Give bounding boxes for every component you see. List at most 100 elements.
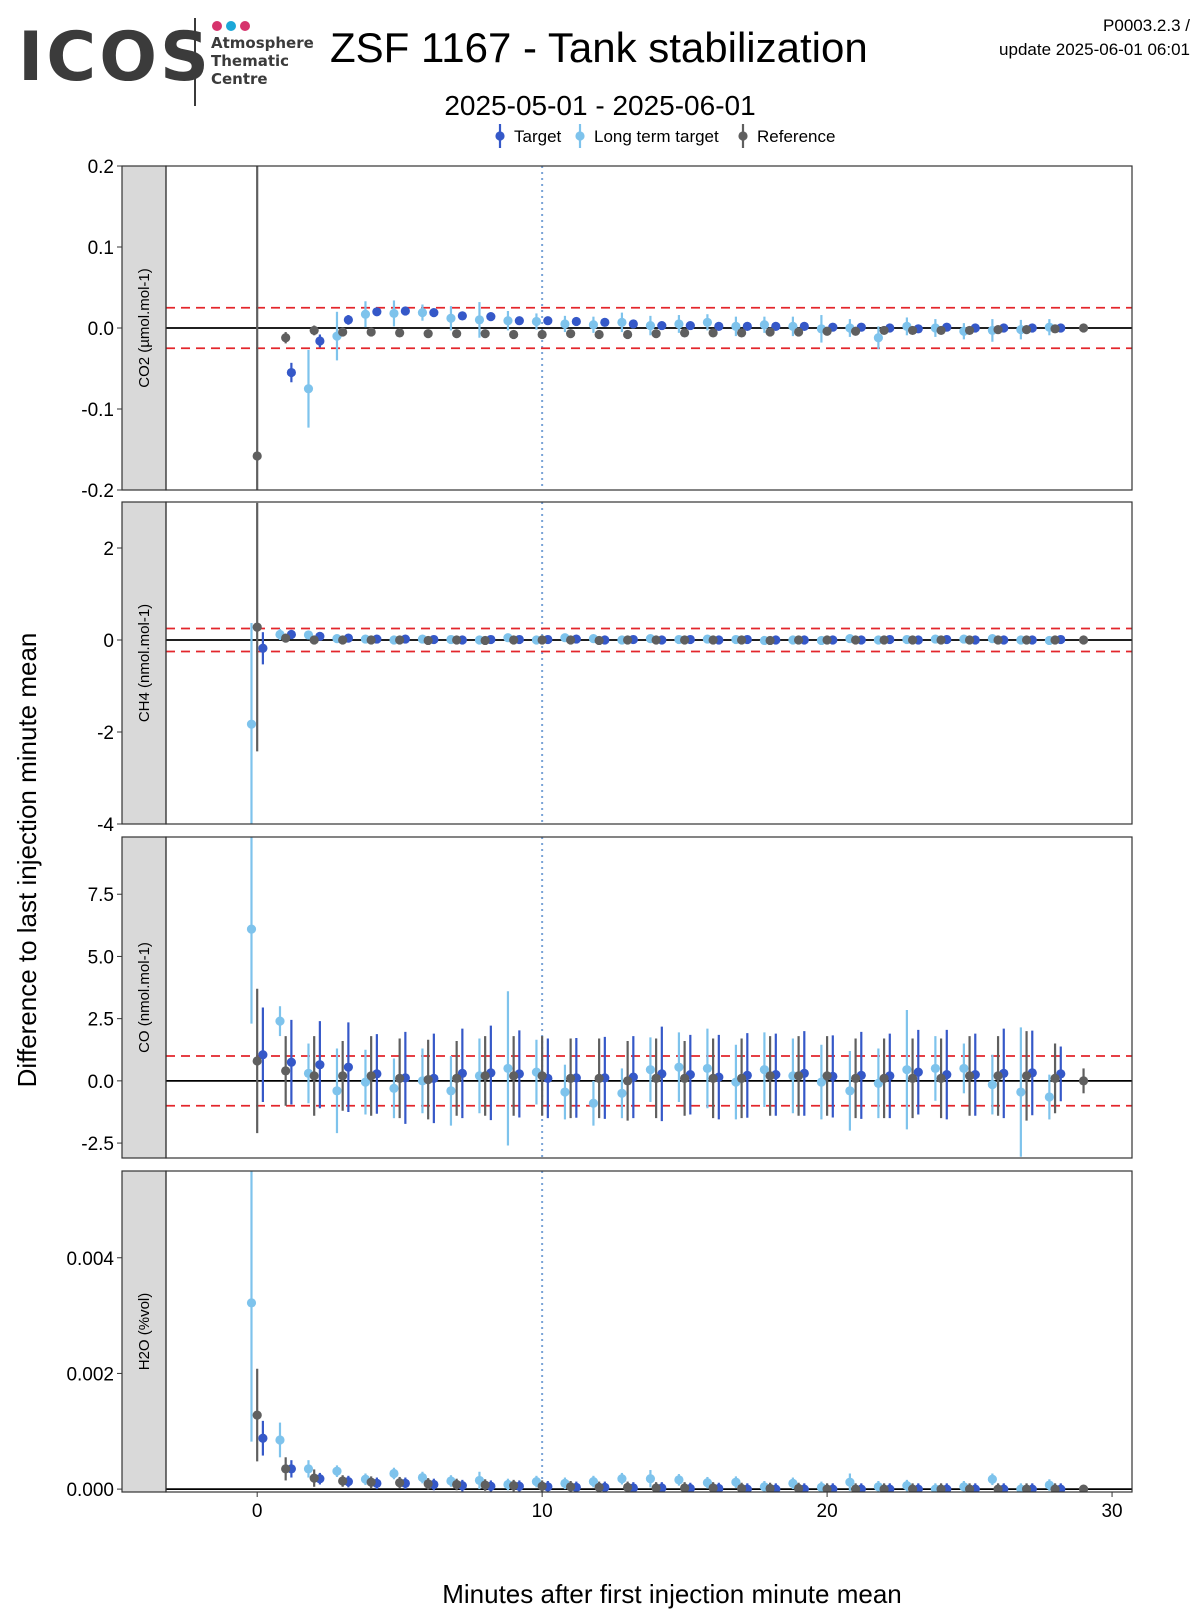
data-point (617, 317, 627, 327)
panel-strip-label: CO2 (µmol.mol-1) (136, 268, 153, 388)
data-point (623, 635, 633, 645)
data-point (714, 321, 724, 331)
data-point (993, 325, 1003, 335)
data-point (1078, 1484, 1089, 1492)
data-point (566, 329, 576, 339)
y-tick-label: -4 (97, 815, 114, 836)
update-label: update 2025-06-01 06:01 (999, 40, 1190, 59)
data-point (343, 315, 353, 325)
data-point (446, 1086, 456, 1096)
data-point (338, 1071, 348, 1081)
data-point (993, 635, 1003, 645)
data-point (645, 1065, 656, 1075)
data-point (452, 329, 462, 339)
data-point (246, 719, 257, 729)
data-point (680, 328, 690, 338)
data-point (332, 1466, 342, 1476)
data-point (281, 333, 291, 343)
data-point (850, 635, 861, 645)
data-point (543, 316, 553, 326)
data-point (281, 633, 291, 643)
data-point (452, 1073, 462, 1083)
data-point (964, 635, 975, 645)
y-tick-label: 0.2 (88, 157, 114, 178)
panel-1: CO2 (µmol.mol-1) -0.2 -0.1 0.0 0.1 0.2 (81, 157, 1133, 502)
series-long-term-target (303, 300, 1054, 428)
series-reference (252, 166, 1089, 490)
data-point (1016, 1087, 1026, 1097)
x-tick-label: 20 (817, 1501, 838, 1522)
data-point (252, 451, 262, 461)
series-long-term-target (246, 622, 1054, 824)
data-point (303, 384, 314, 394)
series-long-term-target (246, 837, 1054, 1157)
data-point (246, 924, 257, 934)
data-point (645, 320, 656, 331)
data-point (737, 1073, 747, 1083)
y-tick-label: 0.000 (66, 1480, 114, 1501)
data-point (959, 1063, 969, 1074)
data-point (417, 308, 428, 318)
data-point (594, 329, 604, 340)
logo-wordmark: ICOS (18, 18, 212, 97)
data-point (1021, 325, 1032, 335)
panel-frame (165, 165, 1133, 491)
legend-item-long-term-target: Long term target (575, 124, 719, 148)
data-point (446, 313, 456, 323)
data-point (907, 1484, 918, 1492)
chart-panels: CO2 (µmol.mol-1) -0.2 -0.1 0.0 0.1 0.2 CH4 (nm… (66, 157, 1133, 1501)
panel-plot-area (166, 837, 1132, 1158)
panel-strip (121, 836, 167, 1159)
data-point (816, 1077, 826, 1087)
data-point (879, 1484, 889, 1492)
data-point (623, 1076, 633, 1086)
data-point (309, 1071, 319, 1081)
x-tick-label: 0 (252, 1501, 263, 1522)
data-point (799, 321, 809, 331)
data-point (879, 325, 889, 336)
data-point (987, 1474, 997, 1484)
data-point (309, 1473, 319, 1483)
data-point (850, 1073, 861, 1083)
data-point (588, 1476, 599, 1487)
data-point (429, 308, 439, 318)
data-point (537, 635, 547, 645)
data-point (338, 327, 348, 337)
data-point (993, 1484, 1003, 1492)
data-point (936, 1073, 946, 1083)
y-tick-label: 0.1 (88, 238, 114, 259)
data-point (417, 1472, 428, 1483)
data-point (509, 329, 519, 340)
data-point (1050, 635, 1060, 645)
data-point (452, 1479, 462, 1490)
data-point (486, 312, 496, 322)
data-point (258, 1433, 268, 1443)
data-point (395, 635, 405, 645)
panel-strip-label: CH4 (nmol.mol-1) (136, 604, 153, 722)
data-point (286, 367, 296, 378)
data-point (594, 635, 604, 646)
data-point (879, 635, 889, 645)
data-point (332, 1086, 342, 1096)
data-point (566, 1482, 576, 1492)
x-tick-label: 30 (1101, 1501, 1122, 1522)
data-point (366, 1477, 376, 1487)
data-point (309, 635, 319, 645)
series-reference (252, 1368, 1089, 1492)
data-point (281, 1066, 291, 1076)
data-point (737, 1483, 747, 1492)
panel-frame (165, 836, 1133, 1159)
data-point (623, 1482, 633, 1492)
data-point (1050, 324, 1060, 334)
data-point (588, 320, 599, 330)
panel-plot-area (166, 502, 1132, 824)
data-point (651, 635, 661, 645)
data-point (1021, 1484, 1032, 1492)
data-point (930, 1063, 940, 1074)
data-point (252, 622, 262, 632)
data-point (281, 1464, 291, 1474)
data-point (423, 1479, 433, 1489)
data-point (674, 1475, 684, 1485)
y-tick-label: 2 (103, 539, 114, 560)
